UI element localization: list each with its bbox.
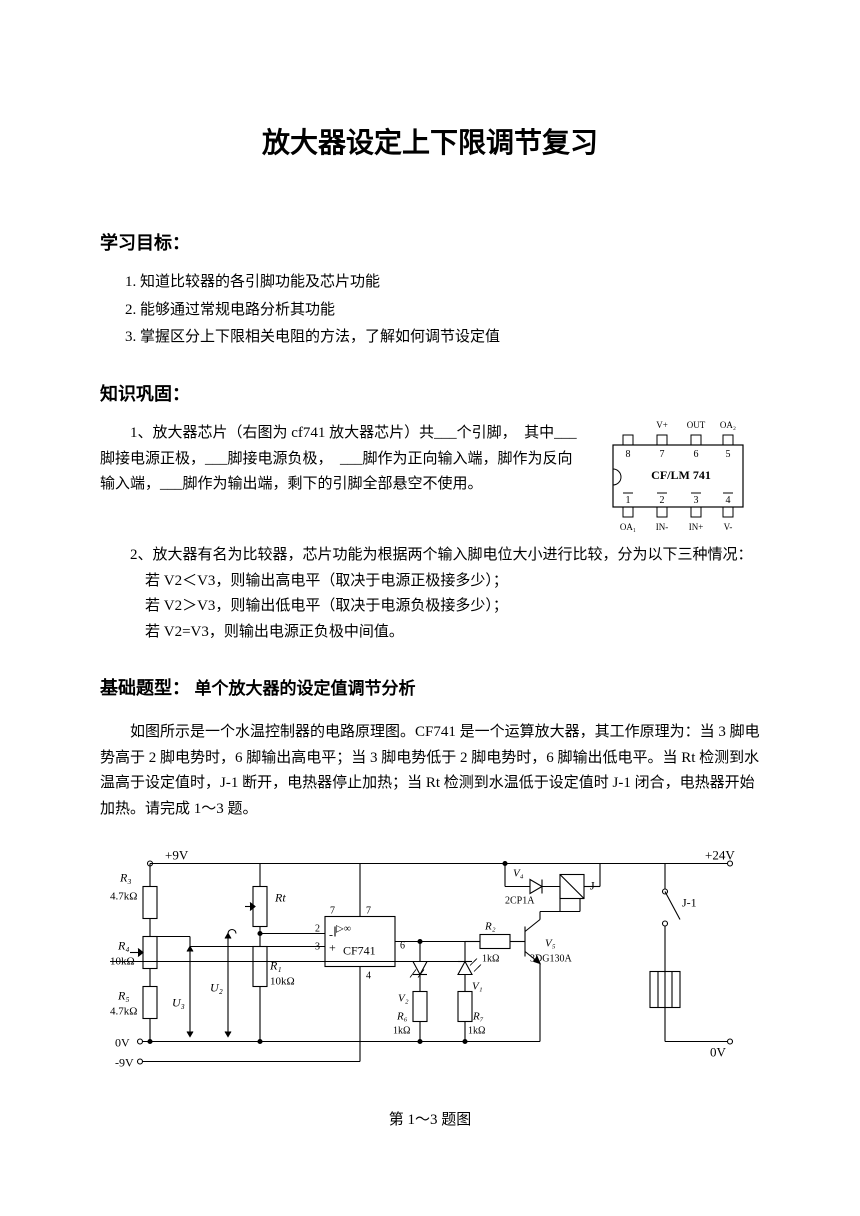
problem-intro: 如图所示是一个水温控制器的电路原理图。CF741 是一个运算放大器，其工作原理为… (100, 720, 760, 822)
svg-text:U₃: U₃ (172, 996, 185, 1010)
svg-text:3: 3 (694, 495, 699, 506)
svg-text:CF/LM 741: CF/LM 741 (651, 468, 711, 482)
cond-2: 若 V2＞V3，则输出低电平（取决于电源负极接多少）； (100, 594, 760, 620)
list-item: 知道比较器的各引脚功能及芯片功能 (140, 270, 760, 296)
svg-text:Rt: Rt (274, 891, 286, 905)
svg-text:R₃: R₃ (119, 871, 132, 885)
svg-text:3: 3 (315, 942, 320, 953)
svg-text:IN+: IN+ (689, 522, 704, 532)
base-heading-rest: 单个放大器的设定值调节分析 (195, 679, 416, 698)
svg-text:1: 1 (626, 495, 631, 506)
svg-text:7: 7 (660, 449, 665, 460)
svg-text:V₅: V₅ (545, 938, 556, 950)
cond-3: 若 V2=V3，则输出电源正负极中间值。 (100, 620, 760, 646)
list-item: 能够通过常规电路分析其功能 (140, 298, 760, 324)
base-heading: 基础题型： 单个放大器的设定值调节分析 (100, 673, 760, 704)
svg-text:2: 2 (315, 924, 320, 935)
svg-text:CF741: CF741 (343, 944, 376, 958)
svg-text:R₆: R₆ (396, 1011, 408, 1023)
svg-text:5: 5 (726, 449, 731, 460)
svg-text:V+: V+ (656, 420, 668, 430)
svg-text:6: 6 (694, 449, 699, 460)
svg-text:10kΩ: 10kΩ (270, 976, 295, 988)
svg-text:▷∞: ▷∞ (336, 924, 351, 935)
svg-text:4: 4 (366, 971, 371, 982)
svg-text:J-1: J-1 (682, 896, 697, 910)
svg-text:1kΩ: 1kΩ (482, 954, 499, 965)
svg-text:R₇: R₇ (472, 1011, 484, 1023)
svg-text:0V: 0V (115, 1036, 130, 1050)
svg-text:-: - (329, 928, 333, 942)
svg-text:U₂: U₂ (210, 981, 223, 995)
svg-text:+: + (329, 941, 336, 955)
svg-text:V-: V- (724, 522, 733, 532)
circuit-caption: 第 1～3 题图 (100, 1108, 760, 1134)
svg-text:OUT: OUT (687, 420, 706, 430)
svg-text:0V: 0V (710, 1045, 727, 1060)
svg-text:R₅: R₅ (117, 989, 130, 1003)
svg-text:V₁: V₁ (472, 981, 483, 993)
svg-text:J: J (590, 879, 595, 893)
svg-text:R₁: R₁ (269, 959, 282, 973)
svg-text:V₄: V₄ (513, 868, 524, 880)
page-title: 放大器设定上下限调节复习 (100, 120, 760, 168)
svg-text:3DG130A: 3DG130A (530, 954, 572, 965)
svg-text:1kΩ: 1kΩ (393, 1026, 410, 1037)
goals-heading: 学习目标： (100, 228, 760, 259)
circuit-diagram: +9V R₃ 4.7kΩ R₄ 10kΩ R₅ (110, 834, 750, 1104)
svg-text:8: 8 (626, 449, 631, 460)
goals-list: 知道比较器的各引脚功能及芯片功能 能够通过常规电路分析其功能 掌握区分上下限相关… (100, 270, 760, 351)
svg-text:7: 7 (330, 906, 335, 917)
svg-text:OA₂: OA₂ (720, 420, 736, 430)
svg-text:R₂: R₂ (484, 921, 496, 933)
cond-1: 若 V2＜V3，则输出高电平（取决于电源正极接多少）； (100, 569, 760, 595)
knowledge-p2: 2、放大器有名为比较器，芯片功能为根据两个输入脚电位大小进行比较，分为以下三种情… (100, 543, 760, 569)
svg-text:OA₁: OA₁ (620, 522, 636, 532)
svg-text:-9V: -9V (115, 1056, 134, 1070)
list-item: 掌握区分上下限相关电阻的方法，了解如何调节设定值 (140, 325, 760, 351)
svg-text:2CP1A: 2CP1A (505, 896, 535, 907)
svg-text:IN-: IN- (656, 522, 669, 532)
svg-text:6: 6 (400, 941, 405, 952)
svg-text:4.7kΩ: 4.7kΩ (110, 891, 137, 903)
svg-text:4: 4 (726, 495, 731, 506)
svg-text:2: 2 (660, 495, 665, 506)
svg-text:1kΩ: 1kΩ (468, 1026, 485, 1037)
svg-text:R₄: R₄ (117, 939, 130, 953)
chip-diagram: V+ OUT OA₂ 8 7 6 5 1 2 3 4 CF/LM 741 OA₁… (595, 417, 760, 537)
svg-text:+9V: +9V (165, 848, 189, 863)
svg-text:+24V: +24V (705, 848, 735, 863)
svg-text:7: 7 (366, 906, 371, 917)
svg-text:V₂: V₂ (398, 993, 409, 1005)
base-heading-prefix: 基础题型： (100, 678, 190, 698)
svg-text:4.7kΩ: 4.7kΩ (110, 1006, 137, 1018)
knowledge-heading: 知识巩固： (100, 379, 760, 410)
